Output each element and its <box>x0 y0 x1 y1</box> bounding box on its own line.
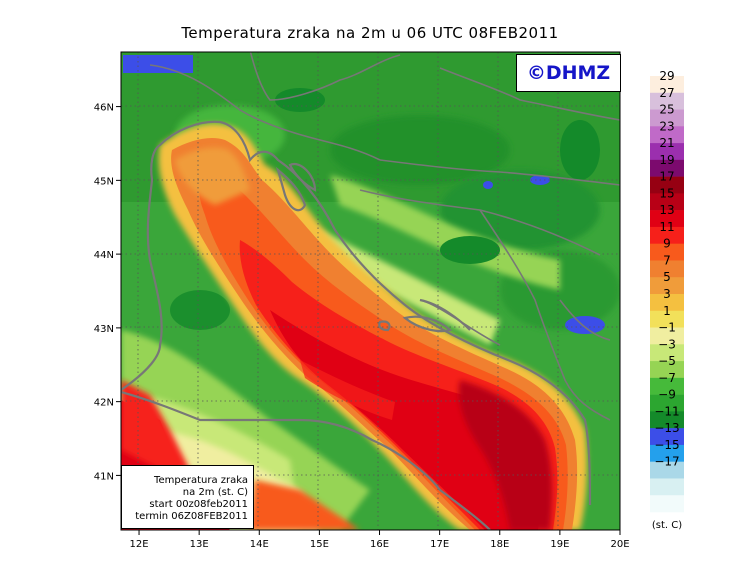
legend-label: −17 <box>654 455 679 469</box>
legend-unit: (st. C) <box>652 520 682 531</box>
legend-label: 19 <box>659 153 674 167</box>
y-tick-label: 43N <box>94 324 114 335</box>
legend-label: −7 <box>658 371 676 385</box>
x-axis: 12E 13E 14E 15E 16E 17E 18E 19E 20E <box>130 530 630 550</box>
legend-swatch <box>650 461 684 479</box>
x-tick-label: 14E <box>250 539 269 550</box>
legend-swatch <box>650 193 684 211</box>
x-tick-label: 20E <box>610 539 629 550</box>
legend-label: 29 <box>659 69 674 83</box>
y-tick-label: 46N <box>94 103 114 114</box>
legend-swatch <box>650 126 684 144</box>
x-tick-label: 17E <box>430 539 449 550</box>
legend-swatch <box>650 310 684 328</box>
legend-label: 21 <box>659 136 674 150</box>
legend-swatch <box>650 411 684 429</box>
legend-swatch <box>650 327 684 345</box>
legend-swatch <box>650 344 684 362</box>
legend-swatch <box>650 210 684 228</box>
legend-label: 15 <box>659 186 674 200</box>
legend-label: 3 <box>663 287 671 301</box>
plot-frame <box>120 51 621 531</box>
legend-swatch <box>650 444 684 462</box>
x-tick-label: 13E <box>190 539 209 550</box>
graticule <box>121 52 620 530</box>
legend-label: 25 <box>659 103 674 117</box>
legend-swatch <box>650 495 684 513</box>
x-tick-label: 19E <box>550 539 569 550</box>
info-box: Temperatura zraka na 2m (st. C) start 00… <box>121 465 254 529</box>
info-line-2: na 2m (st. C) <box>182 487 248 498</box>
x-tick-label: 12E <box>130 539 149 550</box>
legend-label: 13 <box>659 203 674 217</box>
legend-swatch <box>650 76 684 94</box>
legend-swatch <box>650 159 684 177</box>
legend-swatch <box>650 243 684 261</box>
legend-swatch <box>650 109 684 127</box>
y-tick-label: 42N <box>94 398 114 409</box>
legend-swatch <box>650 361 684 379</box>
legend-label: 9 <box>663 237 671 251</box>
legend-label: 11 <box>659 220 674 234</box>
legend-swatch <box>650 377 684 395</box>
legend-label: 7 <box>663 253 671 267</box>
y-tick-label: 45N <box>94 176 114 187</box>
legend: 29 27 25 23 21 19 17 15 13 11 9 7 5 3 1 −1 −3 −5 −7 −9 −11 −1… <box>650 69 684 531</box>
legend-label: 5 <box>663 270 671 284</box>
legend-swatch <box>650 394 684 412</box>
map-title: Temperatura zraka na 2m u 06 UTC 08FEB20… <box>181 24 559 42</box>
legend-swatch <box>650 176 684 194</box>
legend-swatch <box>650 226 684 244</box>
borders <box>149 52 620 421</box>
copyright-badge: ©DHMZ <box>516 54 621 92</box>
legend-label: −9 <box>658 388 676 402</box>
legend-swatch <box>650 478 684 496</box>
legend-swatch <box>650 92 684 110</box>
legend-swatch <box>650 260 684 278</box>
x-tick-label: 18E <box>490 539 509 550</box>
x-tick-label: 16E <box>370 539 389 550</box>
y-tick-label: 41N <box>94 471 114 482</box>
x-tick-label: 15E <box>310 539 329 550</box>
info-line-3: start 00z08feb2011 <box>149 499 248 510</box>
legend-label: 17 <box>659 170 674 184</box>
legend-label: −3 <box>658 337 676 351</box>
legend-label: 27 <box>659 86 674 100</box>
info-line-4: termin 06Z08FEB2011 <box>135 511 248 522</box>
legend-label: 23 <box>659 119 674 133</box>
legend-swatch <box>650 428 684 446</box>
y-tick-label: 44N <box>94 250 114 261</box>
info-line-1: Temperatura zraka <box>154 475 248 486</box>
legend-swatch <box>650 143 684 161</box>
legend-swatch <box>650 277 684 295</box>
legend-label: 1 <box>663 304 671 318</box>
legend-label: −15 <box>654 438 679 452</box>
legend-swatch <box>650 294 684 312</box>
legend-label: −5 <box>658 354 676 368</box>
legend-label: −13 <box>654 421 679 435</box>
legend-label: −1 <box>658 321 676 335</box>
legend-label: −11 <box>654 404 679 418</box>
y-axis: 41N 42N 43N 44N 45N 46N <box>94 103 121 482</box>
